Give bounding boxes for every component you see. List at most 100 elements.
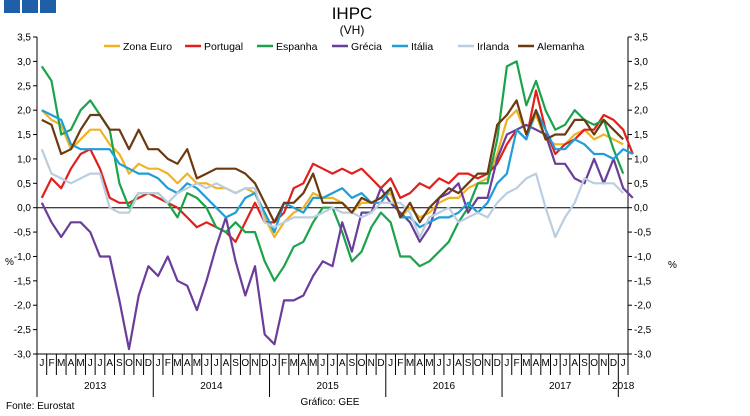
x-month-label: J: [553, 358, 558, 369]
x-month-label: J: [563, 358, 568, 369]
x-month-label: N: [600, 358, 607, 369]
y-tick-label-right: -2,0: [634, 301, 652, 312]
x-month-label: S: [349, 358, 356, 369]
y-tick-label-right: 3,5: [634, 33, 648, 44]
y-tick-label-left: 2,5: [17, 81, 31, 92]
x-month-label: O: [125, 358, 133, 369]
y-tick-label-right: -1,5: [634, 276, 652, 287]
y-tick-label-left: 3,5: [17, 33, 31, 44]
x-month-label: F: [514, 358, 520, 369]
x-month-label: J: [156, 358, 161, 369]
y-tick-label-right: 0,5: [634, 179, 648, 190]
y-tick-label-left: 2,0: [17, 106, 31, 117]
x-month-label: S: [232, 358, 239, 369]
x-month-label: N: [135, 358, 142, 369]
y-tick-label-left: -0,5: [14, 228, 32, 239]
x-month-label: D: [377, 358, 384, 369]
y-tick-label-left: -1,0: [14, 252, 32, 263]
x-month-label: D: [610, 358, 617, 369]
legend-label-italia: Itália: [411, 41, 433, 53]
legend-label-portugal: Portugal: [204, 41, 243, 53]
x-month-label: J: [214, 358, 219, 369]
x-month-label: O: [241, 358, 249, 369]
x-month-label: M: [290, 358, 298, 369]
x-month-label: S: [116, 358, 123, 369]
y-tick-label-left: 1,0: [17, 154, 31, 165]
series-line-alemanha: [41, 99, 624, 224]
x-month-label: A: [300, 358, 307, 369]
x-month-label: J: [330, 358, 335, 369]
x-month-label: S: [465, 358, 472, 369]
x-month-label: M: [193, 358, 201, 369]
legend-label-alemanha: Alemanha: [537, 41, 584, 53]
y-tick-label-right: -0,5: [634, 228, 652, 239]
y-tick-label-left: -3,0: [14, 350, 32, 361]
x-year-label: 2014: [200, 381, 223, 392]
x-month-label: F: [397, 358, 403, 369]
x-month-label: O: [474, 358, 482, 369]
x-month-label: N: [251, 358, 258, 369]
y-tick-label-right: 2,0: [634, 106, 648, 117]
x-year-label: 2013: [84, 381, 107, 392]
x-month-label: F: [165, 358, 171, 369]
series-line-irlanda: [40, 148, 624, 239]
x-month-label: A: [571, 358, 578, 369]
x-year-label: 2015: [317, 381, 340, 392]
y-tick-label-right: -2,5: [634, 325, 652, 336]
series-line-grecia: [40, 123, 634, 351]
series-group: [40, 60, 634, 351]
y-tick-label-right: 1,5: [634, 130, 648, 141]
y-tick-label-left: -1,5: [14, 276, 32, 287]
x-month-label: J: [320, 358, 325, 369]
x-month-label: J: [437, 358, 442, 369]
x-month-label: A: [416, 358, 423, 369]
y-tick-label-right: 1,0: [634, 154, 648, 165]
x-month-label: N: [368, 358, 375, 369]
header-square-3: [40, 0, 56, 13]
y-tick-label-right: -3,0: [634, 350, 652, 361]
x-month-label: A: [184, 358, 191, 369]
x-month-label: M: [522, 358, 530, 369]
chart-subtitle: (VH): [340, 23, 365, 37]
x-month-label: A: [106, 358, 113, 369]
y-axis-left-label: %: [5, 257, 14, 268]
x-month-label: D: [261, 358, 268, 369]
y-tick-label-left: 0,0: [17, 203, 31, 214]
series-line-portugal: [40, 89, 634, 243]
x-month-label: S: [581, 358, 588, 369]
x-month-label: M: [309, 358, 317, 369]
x-month-label: D: [145, 358, 152, 369]
x-month-label: F: [48, 358, 54, 369]
x-month-label: J: [204, 358, 209, 369]
y-tick-label-left: -2,0: [14, 301, 32, 312]
x-month-label: O: [358, 358, 366, 369]
x-month-label: J: [88, 358, 93, 369]
x-month-label: A: [533, 358, 540, 369]
x-month-label: M: [406, 358, 414, 369]
legend-label-grecia: Grécia: [351, 41, 382, 53]
y-axis-right-label: %: [668, 260, 677, 271]
x-year-label: 2016: [433, 381, 456, 392]
x-month-label: M: [541, 358, 549, 369]
chart-title: IHPC: [332, 4, 373, 23]
y-tick-label-left: -2,5: [14, 325, 32, 336]
x-month-label: M: [57, 358, 65, 369]
x-month-label: A: [455, 358, 462, 369]
graphic-credit: Gráfico: GEE: [301, 397, 360, 408]
x-month-label: D: [494, 358, 501, 369]
legend-label-zona-euro: Zona Euro: [123, 41, 172, 53]
x-month-label: A: [339, 358, 346, 369]
y-axes: 3,5 3,5 3,0 3,0 2,5 2,5 2,0 2,0 1,5 1,5 1,0 1,0 0,5 0…: [14, 33, 652, 361]
y-tick-label-left: 3,0: [17, 57, 31, 68]
legend-label-espanha: Espanha: [276, 41, 318, 53]
x-month-label: J: [446, 358, 451, 369]
y-tick-label-right: 0,0: [634, 203, 648, 214]
x-month-label: J: [388, 358, 393, 369]
x-month-label: N: [484, 358, 491, 369]
x-month-label: J: [504, 358, 509, 369]
x-month-label: J: [621, 358, 626, 369]
x-month-label: J: [272, 358, 277, 369]
y-tick-label-left: 0,5: [17, 179, 31, 190]
y-tick-label-right: 3,0: [634, 57, 648, 68]
